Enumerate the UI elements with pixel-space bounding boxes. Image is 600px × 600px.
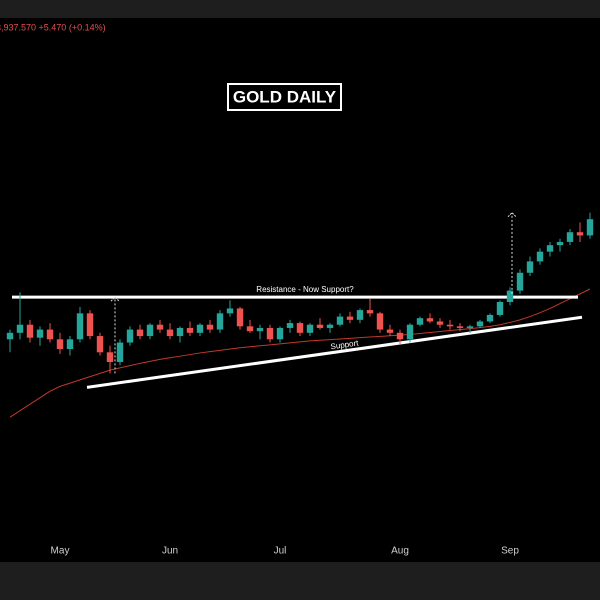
candle-body — [426, 318, 434, 322]
candle-body — [276, 327, 284, 340]
candle-body — [366, 310, 374, 314]
candle-body — [546, 245, 554, 252]
top-bar — [0, 0, 600, 18]
candle-body — [526, 261, 534, 273]
bottom-bar — [0, 562, 600, 600]
candle-body — [246, 326, 254, 332]
candle-body — [566, 232, 574, 242]
x-tick-label: Jun — [162, 546, 178, 557]
candle-body — [76, 313, 84, 340]
candle-body — [306, 324, 314, 333]
x-tick-label: Aug — [391, 546, 409, 557]
x-tick-label: Jul — [274, 546, 287, 557]
candle-body — [586, 219, 594, 236]
candle-body — [36, 329, 44, 338]
candle-body — [186, 327, 194, 333]
candle-body — [26, 324, 34, 338]
candle-body — [176, 327, 184, 337]
candle-body — [16, 324, 24, 333]
candle-body — [156, 324, 164, 330]
title-box — [227, 83, 342, 111]
candle-body — [336, 316, 344, 325]
candle-body — [236, 308, 244, 327]
candle-body — [226, 308, 234, 314]
candle-body — [146, 324, 154, 337]
candle-body — [556, 241, 564, 246]
candle-body — [136, 329, 144, 337]
x-tick-label: May — [51, 546, 70, 557]
candle-body — [516, 272, 524, 291]
candle-body — [106, 352, 114, 363]
candle-body — [286, 323, 294, 328]
candle-body — [126, 329, 134, 343]
candle-body — [346, 316, 354, 320]
candle-body — [456, 326, 464, 328]
candle-body — [46, 329, 54, 340]
candle-body — [116, 342, 124, 363]
arrow-head — [110, 296, 120, 302]
candle-body — [486, 314, 494, 322]
candle-body — [316, 324, 324, 328]
candle-body — [506, 290, 514, 302]
candle-body — [296, 323, 304, 333]
trendline-label: Resistance - Now Support? — [256, 285, 354, 294]
candle-body — [386, 329, 394, 333]
candle-body — [196, 324, 204, 333]
candle-body — [356, 310, 364, 320]
candle-body — [326, 324, 334, 328]
arrow-head — [507, 212, 517, 218]
candle-body — [476, 321, 484, 327]
candle-body — [496, 301, 504, 315]
candle-body — [86, 313, 94, 337]
candle-body — [436, 321, 444, 325]
trendline-label: Support — [330, 338, 360, 351]
candle-body — [206, 324, 214, 330]
candle-body — [96, 336, 104, 353]
candle-body — [396, 332, 404, 340]
trendline — [86, 315, 583, 389]
candle-body — [66, 339, 74, 350]
chart-title: GOLD DAILY — [233, 87, 337, 106]
candle-body — [216, 313, 224, 330]
moving-average — [9, 288, 591, 418]
candle-body — [376, 313, 384, 330]
candle-body — [466, 326, 474, 328]
candle-body — [576, 232, 584, 236]
candle-body — [416, 318, 424, 325]
candle-body — [406, 324, 414, 340]
candle-body — [536, 251, 544, 262]
candle-body — [256, 327, 264, 332]
price-header: 3,937.570 +5.470 (+0.14%) — [0, 22, 106, 32]
candle-body — [6, 332, 14, 340]
candle-body — [446, 324, 454, 327]
candle-body — [166, 329, 174, 337]
candle-body — [56, 339, 64, 350]
candle-body — [266, 327, 274, 340]
x-tick-label: Sep — [501, 546, 519, 557]
